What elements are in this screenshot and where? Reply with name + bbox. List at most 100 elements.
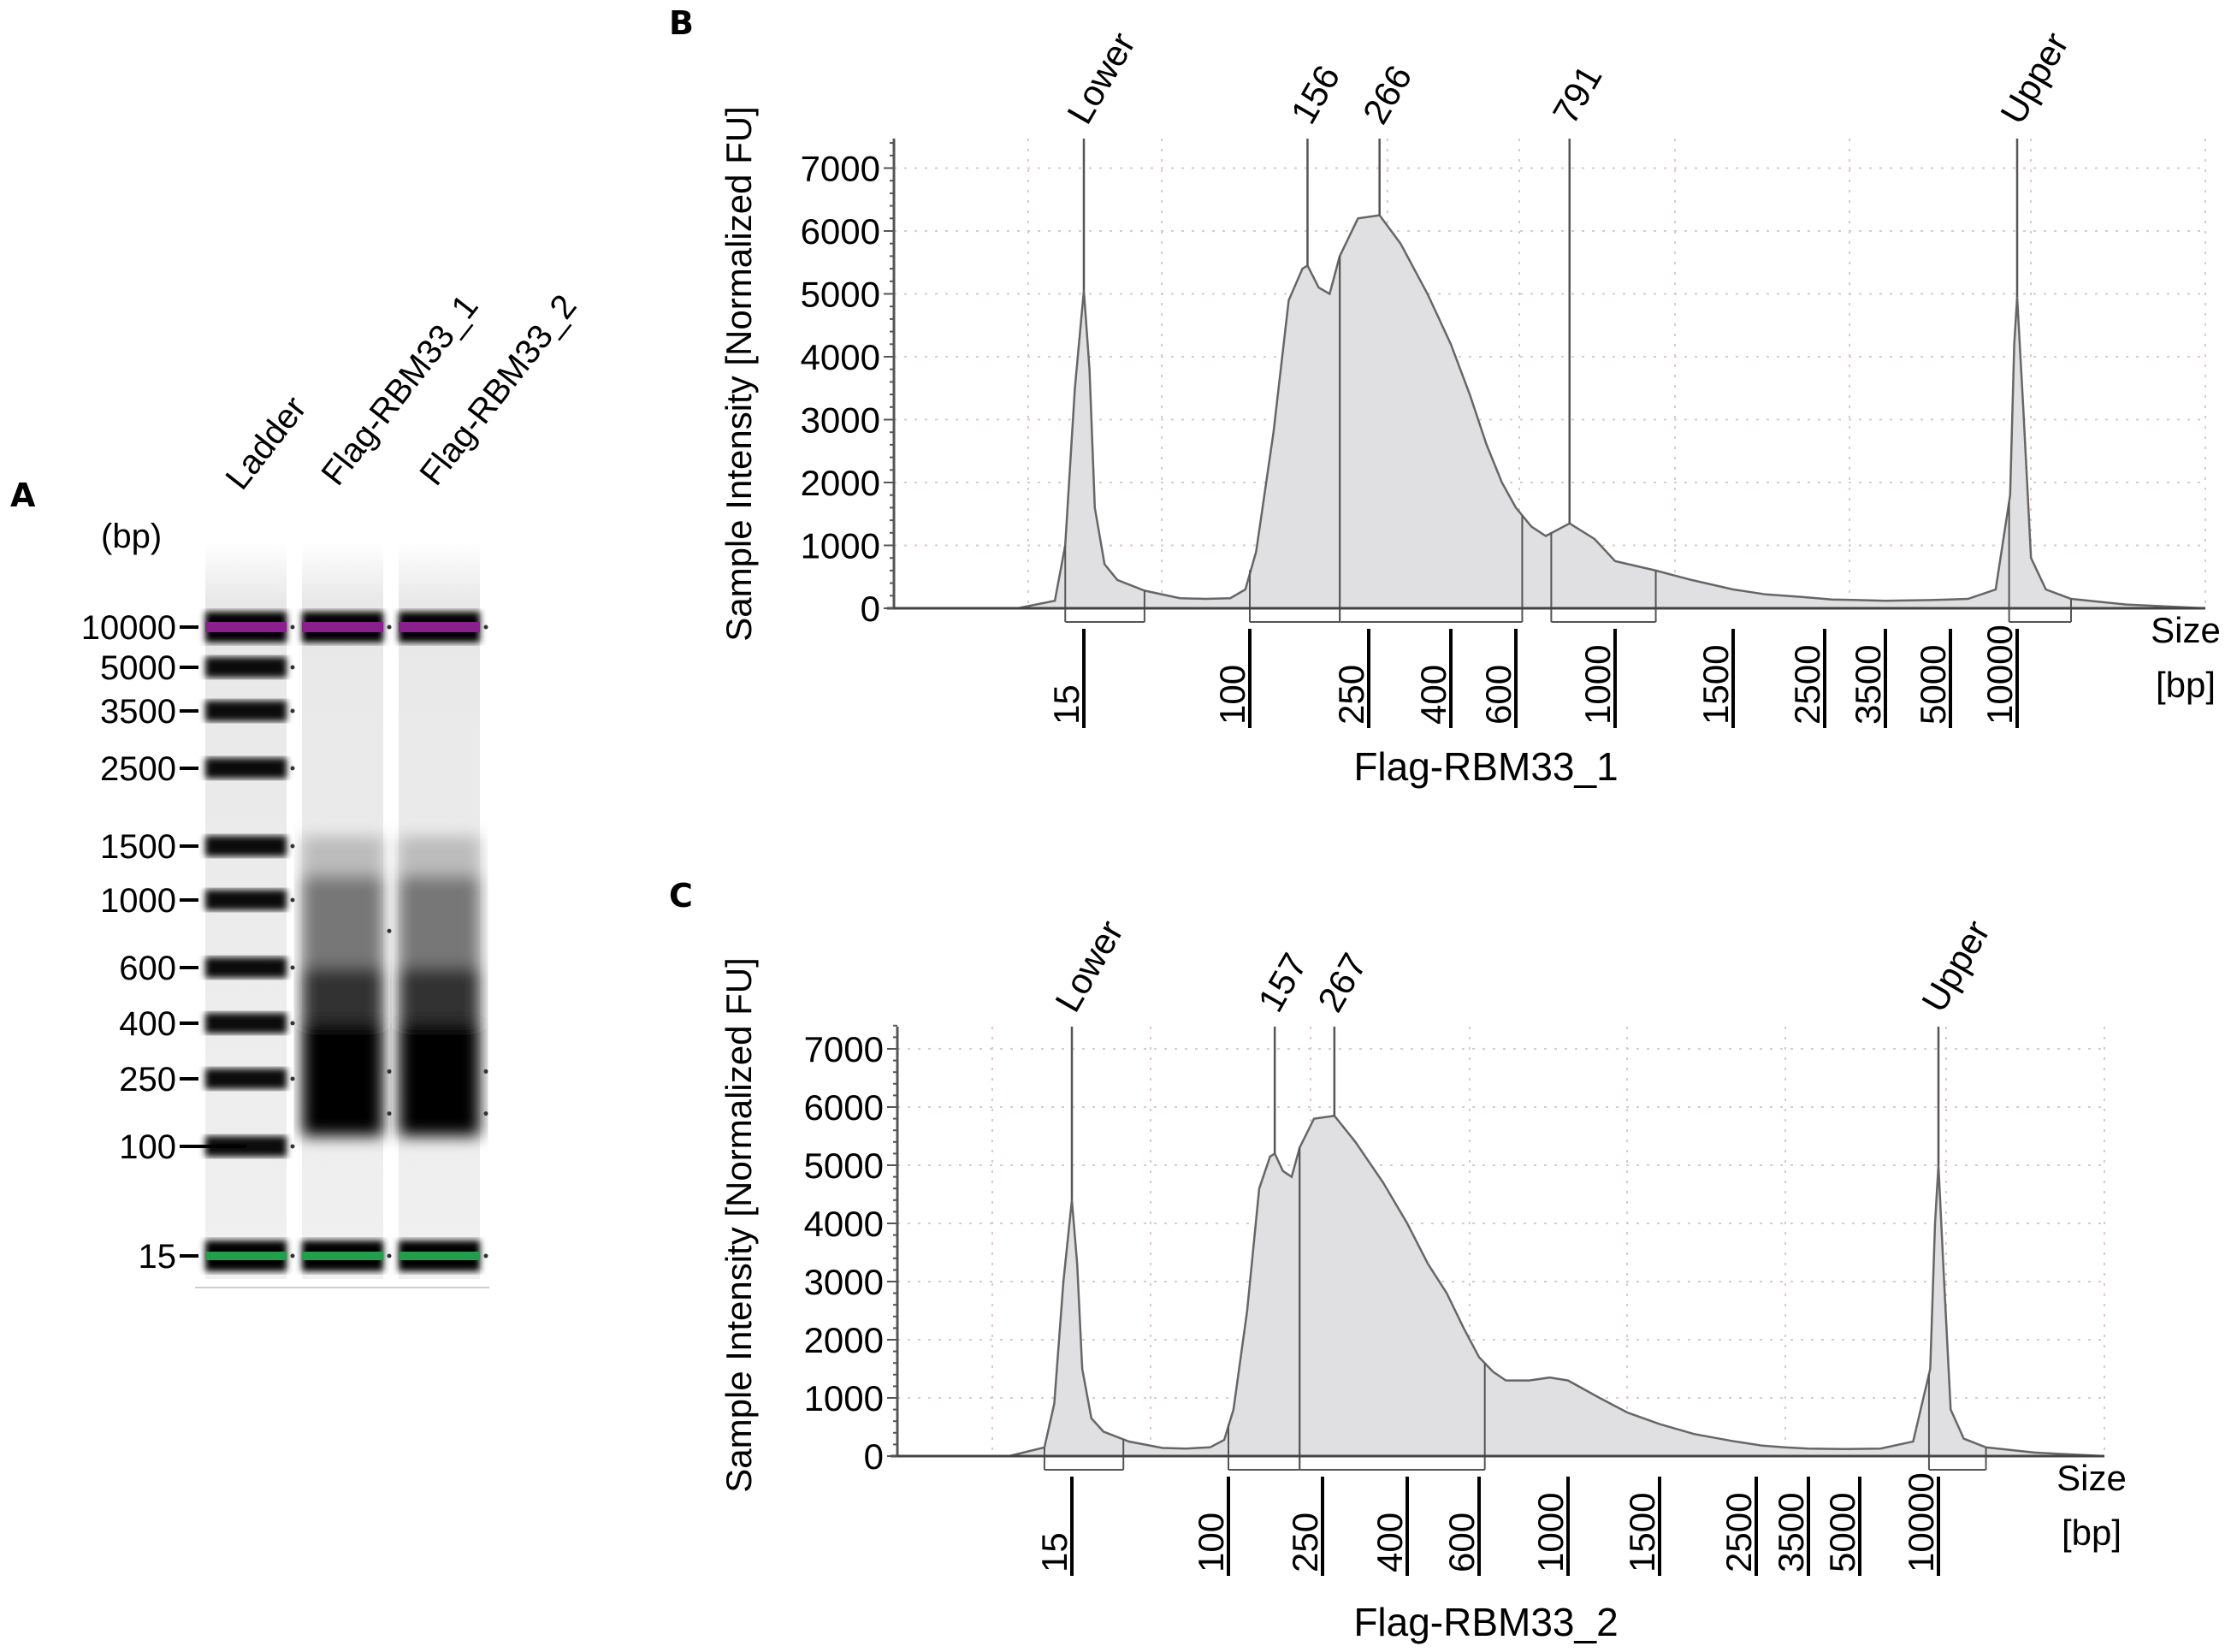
peak-dot: [387, 1069, 392, 1074]
smear-mid: [302, 968, 383, 1023]
ladder-band: [205, 890, 287, 910]
smear-faint: [399, 875, 480, 968]
size-marker-label: 10000: [81, 609, 176, 647]
gel-lane-3: [399, 542, 488, 1279]
ladder-band: [205, 657, 287, 678]
peak-dot: [483, 1253, 488, 1258]
smear-trace: [399, 836, 480, 876]
x-tick-label: 400: [1370, 1513, 1410, 1572]
chart-c: 0 1000 2000 3000 4000 5000 6000 7000 Sample Inte…: [719, 914, 2127, 1644]
x-tick-label: 100: [1191, 1513, 1231, 1572]
trace-area: [937, 1116, 2104, 1456]
x-tick-label: 1500: [1696, 645, 1736, 725]
x-axis-title: Flag-RBM33_2: [1353, 1600, 1618, 1644]
y-tick-label: 4000: [804, 1204, 884, 1244]
trace-area: [941, 215, 2205, 608]
x-unit-label: [bp]: [2156, 665, 2216, 705]
peak-dot: [290, 625, 295, 630]
trace-line: [937, 1114, 2105, 1458]
sample-smear: [302, 836, 383, 1136]
x-unit-label: Size: [2057, 1458, 2127, 1498]
x-tick-label: 5000: [1822, 1493, 1862, 1572]
ladder-band: [205, 957, 287, 978]
size-unit-label: (bp): [101, 518, 162, 555]
y-tick-label: 0: [864, 1436, 884, 1477]
x-tick-label: 400: [1413, 665, 1453, 725]
y-tick-label: 4000: [801, 337, 880, 377]
panel-label-c: C: [669, 877, 693, 915]
x-tick-label: 1000: [1577, 645, 1618, 725]
peak-dot: [290, 1144, 295, 1149]
peak-dot: [483, 1069, 488, 1074]
size-marker-label: 250: [119, 1061, 176, 1098]
size-marker-label: 3500: [100, 693, 176, 731]
y-tick-label: 2000: [801, 463, 880, 503]
panel-label-b: B: [669, 4, 694, 42]
peak-dot: [290, 1021, 295, 1026]
peak-dot: [290, 965, 295, 970]
x-tick-label: 600: [1441, 1513, 1482, 1572]
x-unit-label: [bp]: [2062, 1513, 2122, 1553]
y-tick-label: 2000: [804, 1320, 884, 1360]
chart-b: 0 1000 2000 3000 4000 5000 6000 7000 Sample Inte…: [719, 26, 2221, 789]
peak-dot: [483, 625, 488, 630]
size-marker-label: 100: [119, 1128, 176, 1166]
y-tick-label: 7000: [804, 1029, 884, 1069]
size-marker-label: 1000: [100, 882, 176, 920]
ladder-band: [205, 1013, 287, 1033]
peak-dot: [290, 708, 295, 713]
peak-label: 791: [1545, 58, 1610, 130]
peak-dot: [387, 928, 392, 933]
peak-label: 156: [1283, 58, 1348, 130]
lane-background: [205, 542, 287, 1279]
x-tick-label: 2500: [1719, 1493, 1759, 1572]
peak-dot: [290, 1253, 295, 1258]
x-tick-label: 15: [1046, 684, 1086, 725]
lane-label: Ladder: [218, 389, 313, 496]
size-marker-label: 1500: [100, 828, 176, 866]
x-tick-label: 600: [1478, 665, 1518, 725]
peak-label: Lower: [1047, 914, 1131, 1019]
y-tick-label: 0: [861, 589, 880, 629]
peak-dot: [483, 1111, 488, 1116]
y-tick-label: 6000: [801, 211, 880, 252]
peak-dot: [290, 665, 295, 670]
y-tick-label: 6000: [804, 1087, 884, 1128]
peak-dot: [290, 897, 295, 903]
smear-mid: [399, 968, 480, 1023]
x-tick-label: 10000: [1980, 625, 2020, 725]
lower-marker-band: [302, 1252, 383, 1260]
peak-dot: [387, 1111, 392, 1116]
smear-dense: [399, 1023, 480, 1136]
y-tick-label: 1000: [804, 1378, 884, 1418]
y-tick-label: 1000: [801, 526, 880, 566]
electropherogram-b: B 0 1000 2000 3000 4000 5000 6000 7000 Sample In…: [669, 4, 2221, 789]
x-tick-label: 250: [1285, 1513, 1325, 1572]
integration-regions: [1043, 1147, 1987, 1471]
trace-line: [941, 214, 2206, 610]
y-tick-label: 3000: [804, 1262, 884, 1302]
size-marker-label: 15: [139, 1238, 177, 1276]
gel-lane-2: [302, 542, 392, 1279]
size-marker-label: 600: [119, 950, 176, 987]
x-tick-label: 15: [1034, 1532, 1074, 1572]
gel-lane-1: [205, 542, 295, 1279]
x-axis-title: Flag-RBM33_1: [1353, 744, 1618, 789]
smear-dense: [302, 1023, 383, 1136]
peak-dot: [387, 625, 392, 630]
x-tick-label: 5000: [1913, 645, 1953, 725]
x-tick-label: 2500: [1787, 645, 1827, 725]
y-tick-label: 7000: [801, 149, 880, 189]
size-marker-label: 5000: [100, 649, 176, 687]
size-marker-label: 2500: [100, 750, 176, 788]
lower-marker-band: [205, 1252, 287, 1260]
x-tick-label: 250: [1331, 665, 1371, 725]
y-tick-label: 3000: [801, 400, 880, 441]
lower-marker-band: [399, 1252, 480, 1260]
integration-regions: [1064, 256, 2072, 623]
smear-faint: [302, 875, 383, 968]
peak-dot: [387, 1253, 392, 1258]
